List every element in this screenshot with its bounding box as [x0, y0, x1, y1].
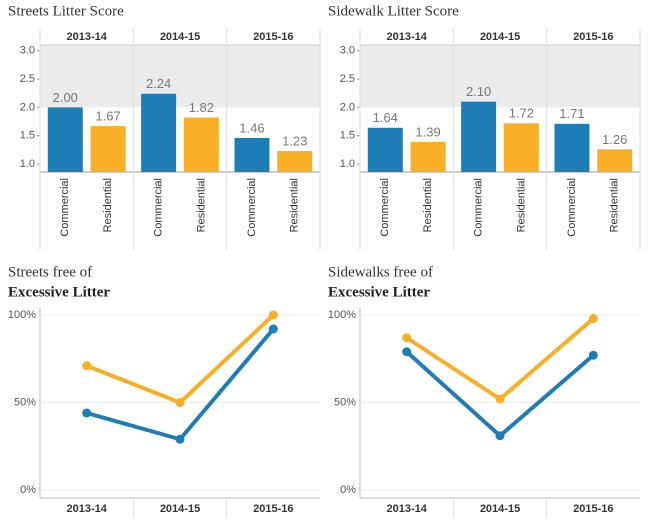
- category-label: Residential: [422, 178, 434, 232]
- group-label: 2015-16: [253, 31, 293, 43]
- line: [85, 313, 275, 405]
- bar: [461, 101, 497, 172]
- point: [82, 361, 92, 371]
- category-label: Commercial: [566, 178, 578, 237]
- value-label: 1.39: [415, 124, 440, 139]
- category-label: Residential: [195, 178, 207, 232]
- line: [86, 327, 275, 442]
- y-tick-label: 50%: [14, 396, 36, 408]
- y-tick-label: 3.0: [20, 45, 35, 57]
- value-label: 1.72: [509, 106, 534, 121]
- bar: [597, 149, 633, 172]
- point: [268, 310, 278, 320]
- category-label: Commercial: [153, 178, 165, 237]
- bar: [554, 123, 590, 172]
- value-label: 1.64: [373, 110, 398, 125]
- group-label: 2014-15: [480, 31, 520, 43]
- value-label: 1.67: [95, 109, 120, 124]
- y-tick-label: 100%: [8, 309, 36, 321]
- category-label: Residential: [289, 178, 301, 232]
- chart-title: Sidewalk Litter Score: [328, 3, 459, 19]
- point: [175, 434, 185, 444]
- reference-band: [40, 45, 320, 108]
- chart-title: Streets Litter Score: [8, 3, 124, 19]
- group-label: 2013-14: [386, 31, 427, 43]
- category-label: Commercial: [59, 178, 71, 237]
- category-label: Residential: [102, 178, 114, 232]
- value-label: 1.71: [559, 106, 584, 121]
- y-tick-label: 0%: [340, 484, 356, 496]
- x-tick-label: 2015-16: [573, 503, 613, 515]
- y-tick-label: 1.0: [20, 158, 35, 170]
- category-label: Residential: [609, 178, 621, 232]
- point: [402, 347, 412, 357]
- point: [82, 408, 92, 418]
- y-tick-label: 2.5: [340, 73, 355, 85]
- value-label: 1.26: [602, 132, 627, 147]
- bar: [90, 126, 126, 172]
- point: [495, 394, 505, 404]
- bar: [367, 127, 403, 172]
- value-label: 2.00: [53, 90, 78, 105]
- y-tick-label: 2.0: [20, 101, 35, 113]
- x-tick-label: 2014-15: [160, 503, 200, 515]
- y-tick-label: 0%: [20, 484, 36, 496]
- line: [405, 350, 595, 438]
- point: [588, 314, 598, 323]
- value-label: 2.24: [146, 76, 171, 91]
- x-tick-label: 2014-15: [480, 503, 520, 515]
- y-tick-label: 1.5: [20, 130, 35, 142]
- x-tick-label: 2015-16: [253, 503, 293, 515]
- category-label: Residential: [515, 178, 527, 232]
- x-tick-label: 2013-14: [66, 503, 107, 515]
- group-label: 2013-14: [66, 31, 107, 43]
- value-label: 2.10: [466, 84, 491, 99]
- chart-subtitle: Excessive Litter: [8, 284, 110, 300]
- chart-title: Streets free of: [8, 264, 92, 280]
- value-label: 1.23: [282, 133, 307, 148]
- chart-title: Sidewalks free of: [328, 264, 433, 280]
- reference-band: [360, 45, 640, 108]
- y-tick-label: 1.5: [340, 130, 355, 142]
- bar: [410, 141, 446, 172]
- point: [495, 431, 505, 441]
- bar: [47, 107, 83, 172]
- point: [268, 324, 278, 334]
- value-label: 1.46: [239, 120, 264, 135]
- chart-subtitle: Excessive Litter: [328, 284, 430, 300]
- point: [175, 398, 185, 407]
- y-tick-label: 2.5: [20, 73, 35, 85]
- bar: [503, 123, 539, 172]
- category-label: Commercial: [379, 178, 391, 237]
- x-tick-label: 2013-14: [386, 503, 427, 515]
- y-tick-label: 3.0: [340, 45, 355, 57]
- category-label: Commercial: [473, 178, 485, 237]
- y-tick-label: 50%: [334, 396, 356, 408]
- line: [405, 316, 595, 401]
- bar: [183, 117, 219, 172]
- point: [402, 333, 412, 343]
- bar: [277, 151, 313, 172]
- y-tick-label: 100%: [328, 309, 356, 321]
- point: [588, 350, 598, 360]
- group-label: 2014-15: [160, 31, 200, 43]
- value-label: 1.82: [189, 100, 214, 115]
- y-tick-label: 2.0: [340, 101, 355, 113]
- category-label: Commercial: [246, 178, 258, 237]
- bar: [234, 137, 270, 172]
- bar: [141, 93, 177, 172]
- y-tick-label: 1.0: [340, 158, 355, 170]
- group-label: 2015-16: [573, 31, 613, 43]
